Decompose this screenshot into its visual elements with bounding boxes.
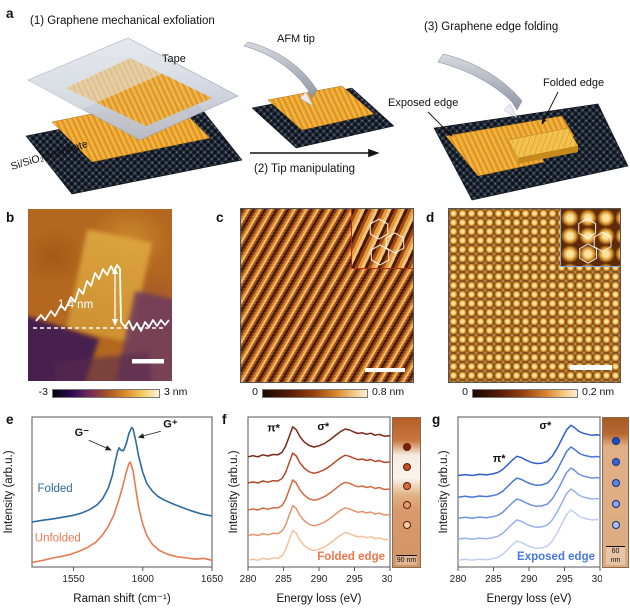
- lattice-inset-folded: [351, 209, 413, 269]
- edge-folding-schematic: [427, 53, 629, 201]
- eels-position-dot: [402, 482, 411, 491]
- colorbar-c-min: 0: [252, 386, 258, 398]
- height-profile-line: [35, 264, 170, 332]
- svg-text:G⁻: G⁻: [75, 427, 90, 439]
- exposed-edge-arrow: [427, 111, 453, 137]
- panel-label-c: c: [216, 210, 224, 225]
- eels-position-dot: [402, 501, 411, 510]
- svg-text:Raman shift (cm⁻¹): Raman shift (cm⁻¹): [73, 593, 171, 605]
- svg-text:π*: π*: [267, 422, 280, 434]
- tape-label: Tape: [162, 53, 186, 65]
- eels-position-strip-exposed: 60 nm: [602, 417, 629, 568]
- svg-text:295: 295: [556, 574, 573, 585]
- svg-text:Intensity (arb.u.): Intensity (arb.u.): [3, 450, 15, 533]
- height-annotation: 1.4 nm: [58, 299, 93, 311]
- step2-label: (2) Tip manipulating: [254, 163, 355, 175]
- svg-text:1600: 1600: [132, 574, 155, 585]
- svg-text:Folded edge: Folded edge: [317, 551, 385, 563]
- afm-topography-image: 1.4 nm: [28, 209, 172, 381]
- panel-label-g: g: [432, 412, 441, 427]
- panel-label-e: e: [6, 412, 14, 427]
- svg-text:Energy loss (eV): Energy loss (eV): [276, 593, 361, 605]
- step3-label: (3) Graphene edge folding: [424, 21, 558, 33]
- arrowhead-up: [112, 267, 118, 274]
- arrowhead-down: [112, 319, 118, 326]
- svg-text:280: 280: [240, 574, 257, 585]
- eels-position-dot: [611, 499, 620, 508]
- svg-text:290: 290: [521, 574, 538, 585]
- folded-edge-label: Folded edge: [543, 77, 604, 89]
- eels-position-dot: [402, 520, 411, 529]
- lattice-inset-pristine: [560, 209, 620, 267]
- scale-bar: [570, 365, 612, 370]
- svg-text:σ*: σ*: [317, 421, 330, 433]
- colorbar-b-min: -3: [38, 386, 48, 398]
- panel-label-b: b: [6, 210, 15, 225]
- eels-position-dot: [611, 437, 620, 446]
- eels-chart-exposed-edge: 280 285 290 295 300 π* σ* Exposed edge Energy lo…: [438, 416, 602, 605]
- colorbar-b-max: 3 nm: [164, 386, 188, 398]
- svg-text:Intensity (arb.u.): Intensity (arb.u.): [228, 450, 240, 533]
- svg-text:285: 285: [275, 574, 292, 585]
- afm-tip-label: AFM tip: [277, 33, 315, 45]
- svg-text:290: 290: [311, 574, 328, 585]
- strip-scale-label: 60 nm: [606, 546, 625, 565]
- colorbar-d-max: 0.2 nm: [582, 386, 615, 398]
- panel-a-schematic: (1) Graphene mechanical exfoliation AFM …: [9, 15, 629, 201]
- panel-label-f: f: [222, 412, 227, 427]
- tip-manipulating-schematic: [243, 41, 395, 149]
- svg-text:295: 295: [346, 574, 363, 585]
- svg-text:Exposed edge: Exposed edge: [517, 551, 595, 563]
- eels-position-dot: [611, 520, 620, 529]
- raman-spectra-chart: 1550 1600 1650 Folded Unfolded G⁻ G⁺ Raman shif…: [3, 416, 224, 605]
- svg-text:Unfolded: Unfolded: [35, 533, 81, 545]
- height-profile-overlay: 1.4 nm: [33, 264, 170, 364]
- eels-position-dot: [402, 462, 411, 471]
- hexagon-overlay: [578, 218, 612, 264]
- svg-text:300: 300: [592, 574, 602, 585]
- scale-bar: [132, 359, 164, 364]
- folded-edge-arrow: [541, 91, 559, 125]
- eels-position-dot: [611, 458, 620, 467]
- svg-text:285: 285: [485, 574, 502, 585]
- svg-text:280: 280: [450, 574, 467, 585]
- eels-position-dot: [611, 479, 620, 488]
- exfoliation-schematic: [25, 37, 243, 195]
- eels-position-strip-folded: 90 nm: [392, 417, 421, 568]
- svg-text:Intensity (arb.u.): Intensity (arb.u.): [438, 450, 450, 533]
- colorbar-d-min: 0: [462, 386, 468, 398]
- step1-label: (1) Graphene mechanical exfoliation: [30, 15, 215, 27]
- atomic-lattice-image-folded: [240, 208, 414, 383]
- svg-text:Energy loss (eV): Energy loss (eV): [486, 593, 571, 605]
- colorbar-c: [262, 389, 368, 398]
- colorbar-b: [52, 389, 160, 398]
- panel-label-a: a: [6, 6, 14, 21]
- exposed-edge-label: Exposed edge: [388, 97, 458, 109]
- colorbar-c-max: 0.8 nm: [372, 386, 405, 398]
- svg-text:Folded: Folded: [38, 483, 73, 495]
- atomic-lattice-image-pristine: [448, 208, 621, 383]
- svg-text:1550: 1550: [62, 574, 85, 585]
- svg-text:σ*: σ*: [539, 420, 552, 432]
- hexagon-overlay: [369, 218, 405, 266]
- svg-text:1650: 1650: [201, 574, 224, 585]
- svg-text:π*: π*: [493, 453, 506, 465]
- strip-scale-label: 90 nm: [396, 555, 417, 565]
- colorbar-d: [472, 389, 578, 398]
- svg-text:300: 300: [382, 574, 392, 585]
- panel-label-d: d: [426, 210, 435, 225]
- svg-text:G⁺: G⁺: [163, 419, 178, 431]
- eels-position-dot: [402, 443, 411, 452]
- scale-bar: [365, 368, 405, 372]
- eels-chart-folded-edge: 280 285 290 295 300 π* σ* Folded edge Energy los…: [228, 416, 392, 605]
